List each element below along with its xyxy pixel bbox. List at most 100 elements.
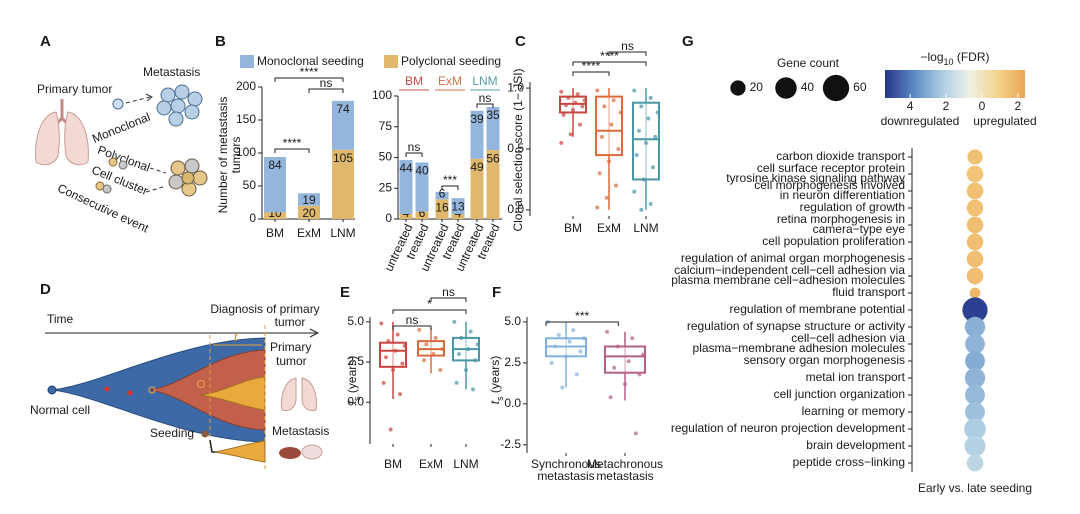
data-point [646,116,651,121]
label-line: Synchronous [531,457,601,471]
data-point [651,165,656,170]
y-tick-label: 50 [379,150,393,164]
significance-bracket [308,88,344,93]
value-label: 16 [435,200,449,214]
data-point [595,205,600,210]
significance-bracket [572,71,610,76]
data-point [648,201,653,206]
brain-icon [301,444,323,460]
data-point [431,351,436,356]
panel-d-diagram: Time Diagnosis of primary tumor t Primary… [30,302,329,470]
data-point [614,183,619,188]
colorbar-end-label: downregulated [881,114,960,128]
bar-segment [470,158,484,219]
arrow [125,96,151,104]
panel-label: C [515,33,526,50]
significance-label: ns [442,285,455,299]
y-tick-label: -2.5 [500,437,521,451]
label-part: s [495,396,505,401]
data-point [574,372,579,377]
value-label: 44 [399,161,413,175]
y-tick-label: 25 [379,180,393,194]
data-point [567,339,572,344]
data-point [379,321,384,326]
y-tick-label: 200 [236,79,256,93]
data-point [626,359,631,364]
label-line: metastasis [537,469,594,483]
significance-label: **** [283,136,302,150]
data-point [424,342,429,347]
data-point [633,431,638,436]
significance-label: ns [479,91,492,105]
value-label: 6 [419,206,426,220]
size-legend-dot [822,74,850,102]
bar-segment [415,211,429,219]
seeding-cell [201,430,209,438]
dot [967,149,983,165]
y-tick-label: 0.5 [507,141,524,155]
group-label: BM [405,74,423,88]
significance-bracket [274,148,310,153]
dot [964,316,986,338]
diagram-label: Seeding [150,426,194,440]
data-point [637,372,642,377]
data-point [595,88,600,93]
label-part: (years) [488,356,502,397]
data-point [655,110,660,115]
colorbar-tick-label: 2 [1014,99,1021,113]
data-point [433,335,438,340]
lung [64,111,89,166]
significance-bracket [608,51,647,56]
term-label: cell junction organization [774,387,905,401]
lung-icon [281,377,317,411]
significance-label: **** [582,59,601,73]
data-point [556,333,561,338]
y-tick-label: 0.0 [504,396,521,410]
data-point [571,108,575,113]
term-label: tyrosine kinase signaling pathway [726,171,905,185]
value-label: 84 [268,158,282,172]
panel-label: E [340,284,350,301]
data-point [582,336,586,341]
size-legend-label: 60 [853,80,867,94]
y-tick-label: 5.0 [504,314,521,328]
bar-segment [264,212,286,219]
data-point [456,351,461,356]
lung [35,111,60,166]
significance-bracket [430,297,467,302]
data-point [575,92,580,97]
box [595,95,623,157]
dot [966,250,984,268]
data-point [561,112,566,117]
y-axis-label: ts (years) [345,356,362,405]
data-point [566,95,571,100]
data-point [582,98,587,103]
mutation [148,386,156,394]
data-point [608,395,613,400]
data-point [468,329,473,334]
data-point [604,195,609,200]
data-point [648,95,653,100]
term-label: cell morphogenesis involved [754,178,905,192]
box [604,345,646,374]
diagram-label: Monoclonal [90,110,152,146]
x-tick-label: Synchronous metastasis [531,457,601,483]
term-label: plasma−membrane adhesion molecules [693,341,905,355]
data-point [580,104,585,109]
bar-segment [486,150,500,219]
data-point [402,343,407,348]
term-label: metal ion transport [806,370,906,384]
x-tick-label: ExM [419,457,443,471]
data-point [611,98,616,103]
term-label: fluid transport [832,285,905,299]
data-point [609,122,614,127]
label-part: t [488,400,502,404]
x-tick-label: ExM [597,221,621,235]
diagram-label: Primary tumor [270,340,311,368]
label-line: Diagnosis of primary [210,302,319,316]
value-label: 74 [336,102,350,116]
bar-segment [451,214,465,219]
data-point [393,348,398,353]
y-axis-label: Clonal selection score (1− JSI) [511,68,525,231]
